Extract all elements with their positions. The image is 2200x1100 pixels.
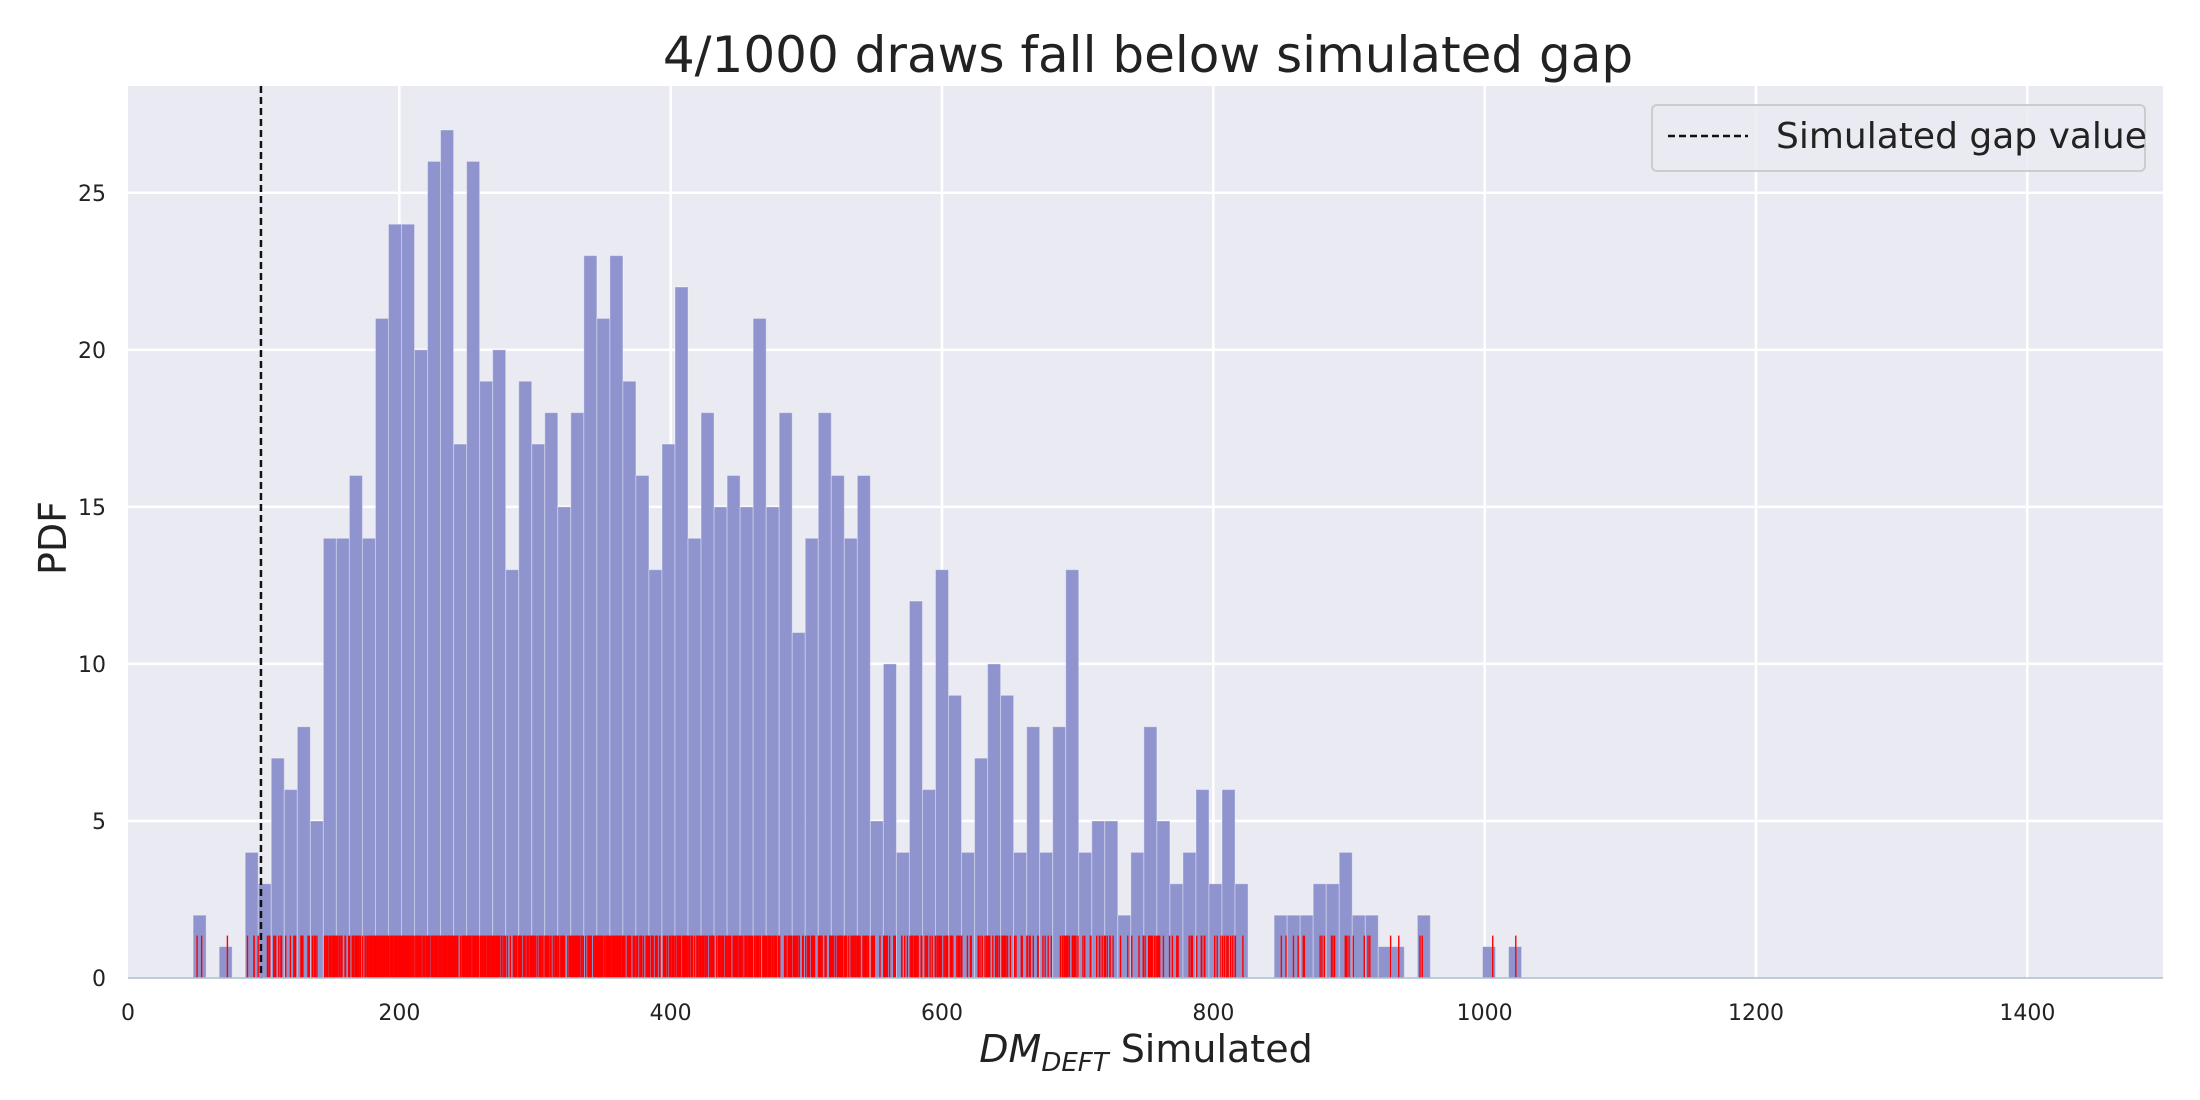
histogram-bar [882,663,897,979]
histogram-bar [583,255,598,979]
histogram-bar [726,474,741,979]
histogram-bar [1117,914,1132,979]
histogram-bar [479,380,494,979]
histogram-bar [830,474,845,979]
histogram-bar [843,537,858,979]
histogram-bar [609,255,624,979]
x-tick-label: 600 [921,1001,963,1026]
histogram-bar [856,474,871,979]
y-tick-label: 25 [78,182,106,207]
histogram-bar [387,223,403,979]
histogram-bar [374,317,389,979]
histogram-bar [622,380,637,979]
histogram-bar [414,349,429,979]
histogram-bar [335,537,350,979]
histogram-bar [987,663,1002,979]
x-axis-label-main: DM [979,1027,1041,1071]
legend-label: Simulated gap value [1776,116,2147,157]
histogram-bar [440,129,455,979]
histogram-bar [700,412,715,979]
x-tick-label: 800 [1192,1001,1234,1026]
y-tick-label: 20 [78,339,106,364]
histogram-bar [908,600,923,979]
histogram-bar [765,506,780,979]
histogram-bar [557,506,572,979]
histogram-bar [1273,914,1288,979]
x-tick-label: 0 [121,1001,135,1026]
histogram-bar [1065,569,1080,979]
histogram-bar [791,632,806,979]
x-axis-label: DMDEFT Simulated [979,1027,1312,1078]
histogram-bar [1364,914,1379,979]
legend: Simulated gap value [1651,104,2147,172]
histogram-bar [466,160,481,979]
histogram-bar [661,443,676,979]
histogram-bar [427,160,442,979]
histogram-bar [804,537,819,979]
histogram-bar [1351,914,1366,979]
y-tick-label: 15 [78,496,106,521]
histogram-bar [674,286,689,979]
histogram-bar [348,474,363,979]
histogram-bar [492,349,507,979]
x-tick-label: 1200 [1728,1001,1784,1026]
histogram-bar [1234,883,1249,979]
histogram-bar [1195,789,1210,979]
histogram-bar [570,412,585,979]
x-tick-labels: 0 200 400 600 800 1000 1200 1400 [121,1001,2055,1026]
histogram-bar [596,317,611,979]
y-tick-labels: 0 5 10 15 20 25 [78,182,106,992]
histogram-bar [544,412,559,979]
chart-title: 4/1000 draws fall below simulated gap [663,26,1633,84]
y-tick-label: 10 [78,653,106,678]
histogram-bar [531,443,546,979]
histogram-bar [752,317,767,979]
histogram-bar [1377,946,1392,979]
histogram-bar [687,537,702,979]
histogram-bar [648,569,663,979]
x-tick-label: 400 [650,1001,692,1026]
rug-marks [196,935,1517,978]
histogram-bar [453,443,468,979]
x-tick-label: 1400 [1999,1001,2055,1026]
histogram-bar [817,412,832,979]
histogram-bar [921,789,936,979]
histogram-bar [192,914,207,979]
histogram-bar [1130,851,1145,979]
x-axis-label-rest: Simulated [1109,1027,1313,1071]
y-axis-label: PDF [31,501,75,575]
histogram-bar [934,569,950,979]
x-axis-label-subscript: DEFT [1041,1048,1110,1078]
histogram-bar [218,946,233,979]
histogram-bar [1481,946,1497,979]
histogram-bar [1299,914,1314,979]
histogram-bar [1052,726,1067,979]
histogram-bar [505,569,520,979]
x-tick-label: 200 [378,1001,420,1026]
histogram-bar [361,537,376,979]
histogram-bar [1390,946,1405,979]
histogram-bar [739,506,754,979]
histogram-bar [778,412,793,979]
y-tick-label: 5 [92,810,106,835]
histogram-bar [401,223,416,979]
legend-box [1651,104,2146,172]
histogram-bar [1208,883,1223,979]
histogram-bar [1508,946,1523,979]
histogram-bar [713,506,728,979]
y-tick-label: 0 [92,967,106,992]
histogram-bar [322,537,337,979]
histogram-bar [518,380,533,979]
x-tick-label: 1000 [1457,1001,1513,1026]
histogram-bar [635,474,650,979]
